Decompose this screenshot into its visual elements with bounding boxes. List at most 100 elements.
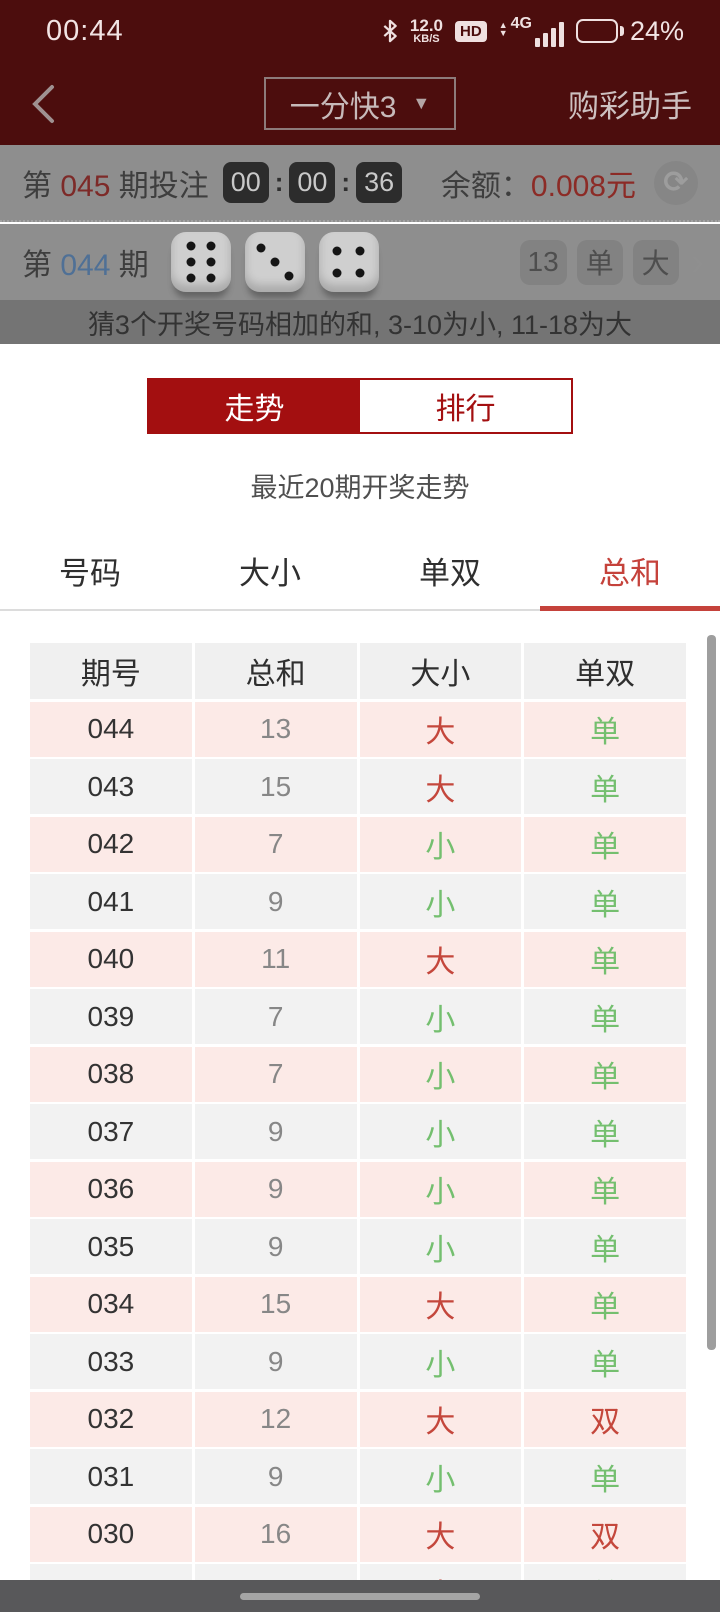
rule-tip-bar: 猜3个开奖号码相加的和, 3-10为小, 11-18为大 bbox=[0, 300, 720, 344]
die-face-4 bbox=[318, 232, 379, 292]
issue-cell: 035 bbox=[30, 1219, 192, 1274]
size-cell: 小 bbox=[359, 874, 522, 929]
size-cell: 小 bbox=[359, 816, 522, 872]
game-selector-dropdown[interactable]: 一分快3 ▼ bbox=[264, 77, 456, 130]
issue-cell: 033 bbox=[30, 1334, 192, 1389]
rule-tip-text: 猜3个开奖号码相加的和, 3-10为小, 11-18为大 bbox=[87, 309, 633, 340]
sum-cell: 9 bbox=[194, 1161, 357, 1217]
refresh-icon: ⟳ bbox=[663, 166, 689, 199]
countdown-seconds: 36 bbox=[356, 162, 403, 203]
tab-rank[interactable]: 排行 bbox=[360, 380, 571, 432]
parity-cell: 单 bbox=[524, 1334, 686, 1389]
issue-cell: 043 bbox=[30, 759, 192, 814]
sum-cell: 7 bbox=[194, 989, 357, 1044]
size-cell: 小 bbox=[359, 1219, 522, 1274]
tab-numbers[interactable]: 号码 bbox=[59, 555, 121, 591]
issue-cell: 044 bbox=[30, 701, 192, 757]
size-cell: 小 bbox=[359, 1161, 522, 1217]
data-arrows-icon: ▲ ▼ bbox=[498, 19, 508, 38]
trend-sheet: 走势 排行 最近20期开奖走势 号码 大小 单双 总和 期号 总和 大小 单双 … bbox=[0, 344, 720, 1580]
size-cell: 大 bbox=[359, 1391, 522, 1447]
sum-cell: 9 bbox=[194, 1219, 357, 1274]
size-cell: 大 bbox=[359, 1276, 522, 1332]
table-row: 041 9 小 单 bbox=[30, 874, 686, 929]
parity-cell: 单 bbox=[524, 1276, 686, 1332]
sum-cell: 13 bbox=[194, 701, 357, 757]
table-row: 039 7 小 单 bbox=[30, 989, 686, 1044]
header-parity: 单双 bbox=[524, 643, 686, 699]
trend-table: 期号 总和 大小 单双 044 13 大 单 043 15 大 单 042 7 … bbox=[30, 643, 686, 1580]
last-issue-label: 第 044 期 bbox=[22, 249, 149, 282]
table-row: 036 9 小 单 bbox=[30, 1161, 686, 1217]
parity-cell: 单 bbox=[524, 759, 686, 814]
header-sum: 总和 bbox=[194, 643, 357, 699]
table-scrollbar[interactable] bbox=[707, 635, 716, 1350]
status-bar: 00:44 12.0 KB/S HD ▲ ▼ 4G 24% bbox=[0, 0, 720, 62]
table-row: 042 7 小 单 bbox=[30, 816, 686, 872]
sum-cell bbox=[194, 1564, 357, 1580]
current-issue-panel: 第 045 期投注 00 : 00 : 36 余额： 0.008元 ⟳ bbox=[0, 145, 720, 222]
home-indicator[interactable] bbox=[240, 1593, 480, 1600]
countdown-timer: 00 : 00 : 36 bbox=[222, 162, 403, 203]
sum-cell: 9 bbox=[194, 874, 357, 929]
parity-cell: 单 bbox=[524, 874, 686, 929]
issue-label: 第 045 期投注 bbox=[22, 169, 209, 203]
table-row: 040 11 大 单 bbox=[30, 931, 686, 987]
parity-cell: 单 bbox=[524, 989, 686, 1044]
refresh-balance-button[interactable]: ⟳ bbox=[654, 160, 698, 205]
table-row: 032 12 大 双 bbox=[30, 1391, 686, 1447]
signal-bars-icon bbox=[534, 21, 564, 47]
battery-icon: 24% bbox=[575, 16, 684, 47]
table-row: 037 9 小 单 bbox=[30, 1104, 686, 1159]
status-icons: 12.0 KB/S HD ▲ ▼ 4G 24% bbox=[382, 15, 684, 47]
size-cell: 大 bbox=[359, 931, 522, 987]
issue-cell: 041 bbox=[30, 874, 192, 929]
clock: 00:44 bbox=[46, 14, 124, 47]
issue-cell: 040 bbox=[30, 931, 192, 987]
parity-cell: 单 bbox=[524, 1564, 686, 1580]
cellular-signal-icon: ▲ ▼ 4G bbox=[499, 15, 564, 47]
back-button[interactable] bbox=[30, 84, 70, 124]
parity-cell: 双 bbox=[524, 1506, 686, 1562]
category-tab-bar: 号码 大小 单双 总和 bbox=[0, 531, 720, 611]
parity-badge: 单 bbox=[576, 239, 623, 285]
size-cell: 小 bbox=[359, 1334, 522, 1389]
sheet-subtitle: 最近20期开奖走势 bbox=[250, 473, 470, 503]
tab-sum[interactable]: 总和 bbox=[599, 555, 661, 591]
parity-cell: 单 bbox=[524, 1046, 686, 1102]
tab-trend[interactable]: 走势 bbox=[149, 380, 360, 432]
header-issue: 期号 bbox=[30, 643, 192, 699]
bluetooth-icon bbox=[383, 19, 397, 43]
network-speed: 12.0 KB/S bbox=[409, 16, 444, 45]
game-name: 一分快3 bbox=[289, 90, 397, 124]
tab-size[interactable]: 大小 bbox=[239, 555, 301, 591]
table-row: 030 16 大 双 bbox=[30, 1506, 686, 1562]
tab-parity[interactable]: 单双 bbox=[419, 555, 481, 591]
issue-cell: 031 bbox=[30, 1449, 192, 1504]
balance-label: 余额： bbox=[440, 169, 531, 203]
size-cell: 大 bbox=[359, 1506, 522, 1562]
chevron-right-icon[interactable]: › bbox=[690, 240, 704, 284]
size-cell: 大 bbox=[359, 1564, 522, 1580]
system-nav-bar bbox=[0, 1580, 720, 1612]
table-row: 大 单 bbox=[30, 1564, 686, 1580]
sum-cell: 9 bbox=[194, 1334, 357, 1389]
parity-cell: 单 bbox=[524, 816, 686, 872]
dice-result bbox=[170, 232, 379, 292]
header-size: 大小 bbox=[359, 643, 522, 699]
size-cell: 大 bbox=[359, 759, 522, 814]
countdown-hours: 00 bbox=[222, 162, 269, 203]
table-row: 038 7 小 单 bbox=[30, 1046, 686, 1102]
sum-badge: 13 bbox=[519, 239, 567, 285]
sum-cell: 12 bbox=[194, 1391, 357, 1447]
parity-cell: 双 bbox=[524, 1391, 686, 1447]
sum-cell: 15 bbox=[194, 759, 357, 814]
issue-cell: 032 bbox=[30, 1391, 192, 1447]
table-header-row: 期号 总和 大小 单双 bbox=[30, 643, 686, 699]
last-draw-panel[interactable]: 第 044 期 13 单 大 › bbox=[0, 224, 720, 300]
size-cell: 小 bbox=[359, 1046, 522, 1102]
sum-cell: 16 bbox=[194, 1506, 357, 1562]
issue-cell: 042 bbox=[30, 816, 192, 872]
issue-cell: 037 bbox=[30, 1104, 192, 1159]
app-title: 购彩助手 bbox=[568, 89, 692, 124]
